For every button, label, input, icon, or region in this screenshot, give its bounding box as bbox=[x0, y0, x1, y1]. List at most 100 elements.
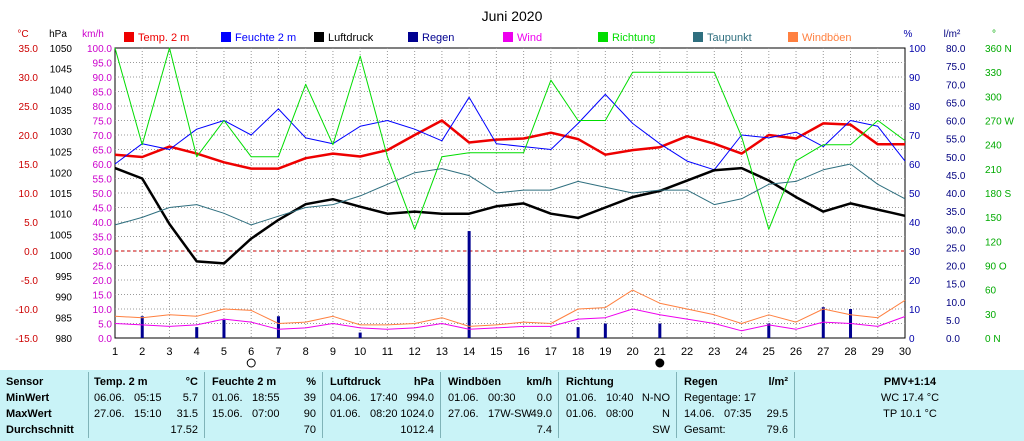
stats-gust-col: Windböen km/h 01.06. 00:30 0.0 27.06. 17W-SW… bbox=[448, 370, 552, 441]
series-line-richtung bbox=[114, 47, 906, 230]
dir-min-time: 10:40 bbox=[606, 392, 634, 404]
pressure-tick-label: 985 bbox=[55, 313, 72, 324]
rain-total-label: Gesamt: bbox=[684, 424, 726, 436]
gust-avg: 7.4 bbox=[536, 424, 552, 436]
x-tick-label: 8 bbox=[303, 346, 309, 358]
rain-tick-label: 75.0 bbox=[946, 62, 966, 73]
header-hum: Feuchte 2 m bbox=[212, 376, 277, 388]
direction-tick-label: 360 N bbox=[985, 44, 1012, 55]
press-max-time: 08:20 bbox=[370, 408, 398, 420]
rain-bar bbox=[358, 332, 362, 338]
series-line-taupunkt bbox=[114, 163, 906, 226]
humidity-tick-label: 20 bbox=[909, 276, 921, 287]
press-min-date: 04.06. bbox=[330, 392, 361, 404]
rain-bar bbox=[603, 323, 607, 338]
series-line-wind bbox=[114, 308, 906, 332]
x-tick-label: 4 bbox=[194, 346, 200, 358]
header-gust-unit: km/h bbox=[526, 376, 552, 388]
x-tick-label: 27 bbox=[817, 346, 829, 358]
rain-tick-label: 45.0 bbox=[946, 171, 966, 182]
stats-temp-col: Temp. 2 m °C 06.06. 05:15 5.7 27.06. 15:10 31… bbox=[94, 370, 198, 441]
x-tick-label: 5 bbox=[221, 346, 227, 358]
x-tick-label: 28 bbox=[844, 346, 856, 358]
label-max: MaxWert bbox=[6, 408, 52, 420]
stats-pmv-col: PMV+1:14 WC 17.4 °C TP 10.1 °C bbox=[800, 370, 1020, 441]
temp-tick-label: 0.0 bbox=[24, 247, 38, 258]
x-tick-label: 13 bbox=[436, 346, 448, 358]
weather-chart: Juni 2020 °C hPa km/h% l/m² ° 35.0 30.0 25.0 20.0… bbox=[15, 8, 1014, 368]
humidity-tick-label: 100 bbox=[909, 44, 926, 55]
x-tick-label: 19 bbox=[599, 346, 611, 358]
press-min-val: 994.0 bbox=[406, 392, 434, 404]
rain-tick-label: 30.0 bbox=[946, 225, 966, 236]
pressure-tick-label: 1020 bbox=[50, 168, 73, 179]
rain-bar bbox=[195, 327, 199, 338]
plot-area bbox=[114, 47, 906, 339]
header-dir: Richtung bbox=[566, 376, 614, 388]
rain-tick-label: 35.0 bbox=[946, 207, 966, 218]
x-tick-label: 12 bbox=[409, 346, 421, 358]
wind-tick-label: 75.0 bbox=[93, 117, 113, 128]
direction-tick-label: 120 bbox=[985, 237, 1002, 248]
wind-tick-label: 95.0 bbox=[93, 59, 113, 70]
wind-tick-label: 65.0 bbox=[93, 146, 113, 157]
wind-tick-label: 30.0 bbox=[93, 247, 113, 258]
wind-tick-label: 90.0 bbox=[93, 73, 113, 84]
temp-tick-label: 15.0 bbox=[19, 160, 39, 171]
x-tick-label: 18 bbox=[572, 346, 584, 358]
wind-tick-label: 5.0 bbox=[98, 320, 112, 331]
pressure-tick-label: 980 bbox=[55, 334, 72, 345]
legend-swatch bbox=[221, 32, 231, 42]
direction-tick-label: 90 O bbox=[985, 262, 1007, 273]
temp-tick-label: 25.0 bbox=[19, 102, 39, 113]
rain-tick-label: 70.0 bbox=[946, 80, 966, 91]
rain-tick-label: 0.0 bbox=[946, 334, 960, 345]
wind-tick-label: 85.0 bbox=[93, 88, 113, 99]
header-pmv: PMV+1:14 bbox=[883, 376, 937, 388]
x-tick-label: 15 bbox=[490, 346, 502, 358]
header-temp: Temp. 2 m bbox=[94, 376, 148, 388]
legend-swatch bbox=[693, 32, 703, 42]
chart-title: Juni 2020 bbox=[482, 8, 543, 24]
pressure-tick-label: 1040 bbox=[50, 85, 73, 96]
direction-tick-label: 330 bbox=[985, 68, 1002, 79]
rain-tick-label: 20.0 bbox=[946, 262, 966, 273]
rain-bar bbox=[576, 327, 580, 338]
header-press: Luftdruck bbox=[330, 376, 381, 388]
x-tick-label: 22 bbox=[681, 346, 693, 358]
hum-max-val: 90 bbox=[303, 408, 316, 420]
x-tick-label: 29 bbox=[872, 346, 884, 358]
direction-tick-label: 300 bbox=[985, 92, 1002, 103]
humidity-tick-label: 30 bbox=[909, 247, 921, 258]
humidity-tick-label: 60 bbox=[909, 160, 921, 171]
legend-swatch bbox=[124, 32, 134, 42]
x-tick-label: 17 bbox=[545, 346, 557, 358]
rain-bar bbox=[767, 323, 771, 338]
series-line-feuchte-2-m bbox=[114, 93, 906, 171]
temp-max-date: 27.06. bbox=[94, 408, 125, 420]
pressure-tick-label: 1010 bbox=[50, 210, 73, 221]
humidity-tick-label: 90 bbox=[909, 73, 921, 84]
rain-tick-label: 5.0 bbox=[946, 316, 960, 327]
humidity-tick-label: 40 bbox=[909, 218, 921, 229]
x-tick-label: 6 bbox=[248, 346, 254, 358]
direction-tick-label: 270 W bbox=[985, 117, 1014, 128]
x-tick-label: 1 bbox=[112, 346, 118, 358]
gust-min-date: 01.06. bbox=[448, 392, 479, 404]
pressure-tick-label: 1025 bbox=[50, 148, 73, 159]
x-tick-label: 14 bbox=[463, 346, 475, 358]
rain-max-time: 07:35 bbox=[724, 408, 752, 420]
legend-label: Windböen bbox=[802, 32, 852, 44]
rain-days: Regentage: 17 bbox=[684, 392, 757, 404]
temp-tick-label: 30.0 bbox=[19, 73, 39, 84]
rain-tick-label: 15.0 bbox=[946, 280, 966, 291]
wind-tick-label: 40.0 bbox=[93, 218, 113, 229]
temp-tick-label: -5.0 bbox=[21, 276, 39, 287]
pressure-axis-unit: hPa bbox=[49, 29, 67, 40]
temp-min-date: 06.06. bbox=[94, 392, 125, 404]
gust-min-val: 0.0 bbox=[536, 392, 552, 404]
header-rain-unit: l/m² bbox=[768, 376, 788, 388]
x-tick-label: 25 bbox=[763, 346, 775, 358]
header-gust: Windböen bbox=[448, 376, 502, 388]
stats-rain-col: Regen l/m² Regentage: 17 14.06. 07:35 29.5 … bbox=[684, 370, 788, 441]
